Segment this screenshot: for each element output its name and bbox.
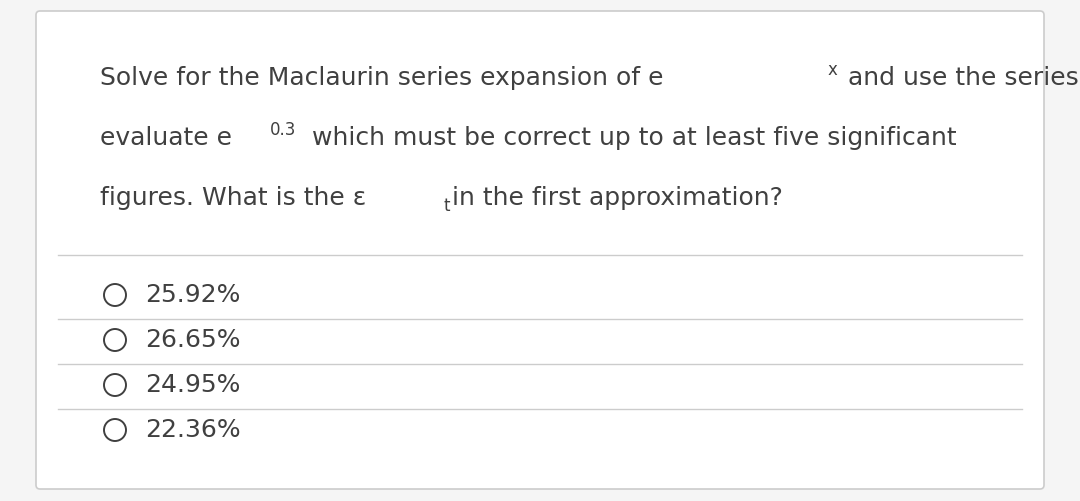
- Text: 26.65%: 26.65%: [145, 328, 241, 352]
- Text: 24.95%: 24.95%: [145, 373, 241, 397]
- Text: 22.36%: 22.36%: [145, 418, 241, 442]
- Text: 25.92%: 25.92%: [145, 283, 241, 307]
- FancyBboxPatch shape: [36, 11, 1044, 489]
- Text: t: t: [444, 197, 450, 215]
- Text: figures. What is the ε: figures. What is the ε: [100, 186, 366, 210]
- Text: and use the series to: and use the series to: [840, 66, 1080, 90]
- Text: evaluate e: evaluate e: [100, 126, 232, 150]
- Text: x: x: [827, 61, 837, 79]
- Text: Solve for the Maclaurin series expansion of e: Solve for the Maclaurin series expansion…: [100, 66, 663, 90]
- Text: which must be correct up to at least five significant: which must be correct up to at least fiv…: [305, 126, 957, 150]
- Text: 0.3: 0.3: [270, 121, 297, 139]
- Text: in the first approximation?: in the first approximation?: [451, 186, 783, 210]
